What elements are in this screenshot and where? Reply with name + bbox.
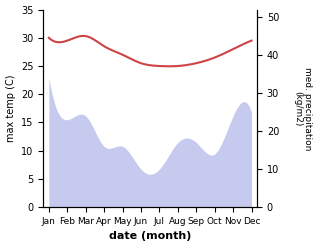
Y-axis label: max temp (C): max temp (C) [5, 75, 16, 142]
Y-axis label: med. precipitation
(kg/m2): med. precipitation (kg/m2) [293, 67, 313, 150]
X-axis label: date (month): date (month) [109, 231, 191, 242]
